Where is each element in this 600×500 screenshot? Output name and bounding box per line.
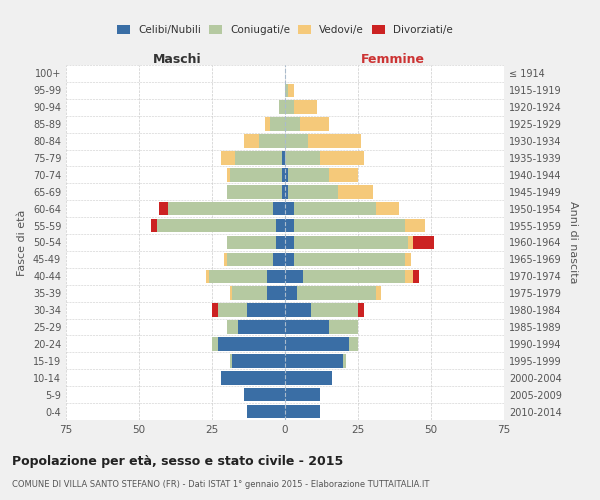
Bar — [294, 202, 376, 215]
Bar — [285, 151, 320, 164]
Bar — [151, 219, 157, 232]
Y-axis label: Fasce di età: Fasce di età — [17, 210, 27, 276]
Bar — [405, 252, 410, 266]
Bar — [227, 168, 230, 181]
Bar — [288, 185, 338, 198]
Bar — [218, 304, 247, 317]
Bar — [285, 286, 296, 300]
Bar — [282, 151, 285, 164]
Bar — [259, 134, 285, 148]
Bar — [227, 185, 282, 198]
Bar — [311, 304, 358, 317]
Bar — [376, 202, 399, 215]
Bar — [320, 151, 364, 164]
Bar — [329, 168, 358, 181]
Bar — [168, 202, 274, 215]
Bar — [274, 202, 285, 215]
Bar — [288, 84, 294, 97]
Bar — [244, 134, 259, 148]
Bar — [376, 286, 382, 300]
Bar — [282, 168, 285, 181]
Bar — [285, 337, 349, 350]
Bar — [285, 118, 299, 131]
Bar — [230, 168, 282, 181]
Bar — [212, 337, 218, 350]
Text: Popolazione per età, sesso e stato civile - 2015: Popolazione per età, sesso e stato civil… — [12, 455, 343, 468]
Bar — [265, 118, 271, 131]
Text: Femmine: Femmine — [361, 53, 425, 66]
Bar — [349, 337, 358, 350]
Bar — [232, 354, 285, 368]
Bar — [296, 286, 376, 300]
Bar — [279, 100, 285, 114]
Bar — [232, 286, 268, 300]
Bar — [160, 202, 168, 215]
Bar — [294, 219, 405, 232]
Bar — [288, 168, 329, 181]
Bar — [238, 320, 285, 334]
Bar — [285, 202, 294, 215]
Bar — [157, 219, 276, 232]
Bar — [285, 270, 302, 283]
Bar — [343, 354, 346, 368]
Text: COMUNE DI VILLA SANTO STEFANO (FR) - Dati ISTAT 1° gennaio 2015 - Elaborazione T: COMUNE DI VILLA SANTO STEFANO (FR) - Dat… — [12, 480, 430, 489]
Bar — [285, 219, 294, 232]
Bar — [221, 371, 285, 384]
Bar — [299, 118, 329, 131]
Bar — [221, 151, 235, 164]
Bar — [271, 118, 285, 131]
Bar — [276, 219, 285, 232]
Bar — [294, 100, 317, 114]
Bar — [274, 252, 285, 266]
Bar — [329, 320, 358, 334]
Y-axis label: Anni di nascita: Anni di nascita — [568, 201, 578, 284]
Bar — [285, 168, 288, 181]
Bar — [294, 252, 405, 266]
Bar — [206, 270, 209, 283]
Bar — [405, 219, 425, 232]
Bar — [308, 134, 361, 148]
Bar — [218, 337, 285, 350]
Bar — [285, 252, 294, 266]
Bar — [285, 405, 320, 418]
Bar — [282, 185, 285, 198]
Bar — [227, 320, 238, 334]
Bar — [268, 286, 285, 300]
Bar — [413, 270, 419, 283]
Bar — [285, 236, 294, 250]
Bar — [224, 252, 227, 266]
Bar — [227, 236, 276, 250]
Text: Maschi: Maschi — [152, 53, 201, 66]
Bar — [285, 185, 288, 198]
Bar — [413, 236, 434, 250]
Bar — [285, 388, 320, 402]
Bar — [285, 134, 308, 148]
Bar — [244, 388, 285, 402]
Bar — [302, 270, 405, 283]
Bar — [209, 270, 268, 283]
Bar — [212, 304, 218, 317]
Bar — [285, 304, 311, 317]
Bar — [285, 371, 332, 384]
Bar — [285, 320, 329, 334]
Legend: Celibi/Nubili, Coniugati/e, Vedovi/e, Divorziati/e: Celibi/Nubili, Coniugati/e, Vedovi/e, Di… — [113, 20, 457, 39]
Bar — [230, 354, 232, 368]
Bar — [294, 236, 407, 250]
Bar — [230, 286, 232, 300]
Bar — [407, 236, 413, 250]
Bar — [285, 354, 343, 368]
Bar — [358, 304, 364, 317]
Bar — [247, 304, 285, 317]
Bar — [338, 185, 373, 198]
Bar — [235, 151, 282, 164]
Bar — [276, 236, 285, 250]
Bar — [268, 270, 285, 283]
Bar — [227, 252, 274, 266]
Bar — [285, 100, 294, 114]
Bar — [247, 405, 285, 418]
Bar — [285, 84, 288, 97]
Bar — [405, 270, 413, 283]
